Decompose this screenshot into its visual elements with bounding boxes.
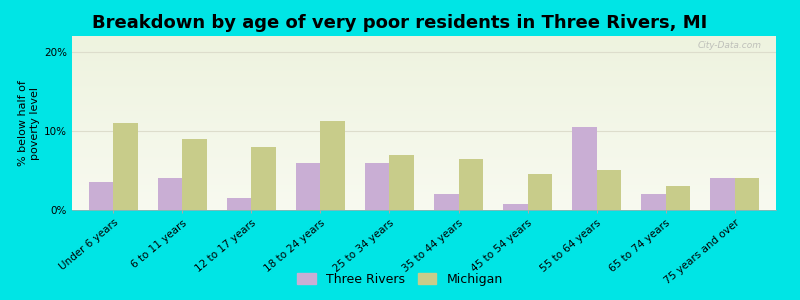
Bar bbox=[734, 178, 758, 210]
Bar bbox=[458, 159, 482, 210]
Bar bbox=[572, 127, 597, 210]
Bar bbox=[321, 122, 345, 210]
Bar bbox=[642, 194, 666, 210]
Text: Breakdown by age of very poor residents in Three Rivers, MI: Breakdown by age of very poor residents … bbox=[92, 14, 708, 32]
Bar bbox=[527, 174, 552, 210]
Bar bbox=[251, 147, 276, 210]
Bar bbox=[390, 154, 414, 210]
Bar bbox=[90, 182, 114, 210]
Bar bbox=[182, 139, 206, 210]
Legend: Three Rivers, Michigan: Three Rivers, Michigan bbox=[292, 268, 508, 291]
Bar bbox=[114, 123, 138, 210]
Bar bbox=[597, 170, 621, 210]
Bar bbox=[227, 198, 251, 210]
Y-axis label: % below half of
poverty level: % below half of poverty level bbox=[18, 80, 40, 166]
Bar bbox=[503, 204, 527, 210]
Bar bbox=[666, 186, 690, 210]
Text: City-Data.com: City-Data.com bbox=[698, 41, 762, 50]
Bar bbox=[366, 163, 390, 210]
Bar bbox=[296, 163, 321, 210]
Bar bbox=[710, 178, 734, 210]
Bar bbox=[434, 194, 458, 210]
Bar bbox=[158, 178, 182, 210]
